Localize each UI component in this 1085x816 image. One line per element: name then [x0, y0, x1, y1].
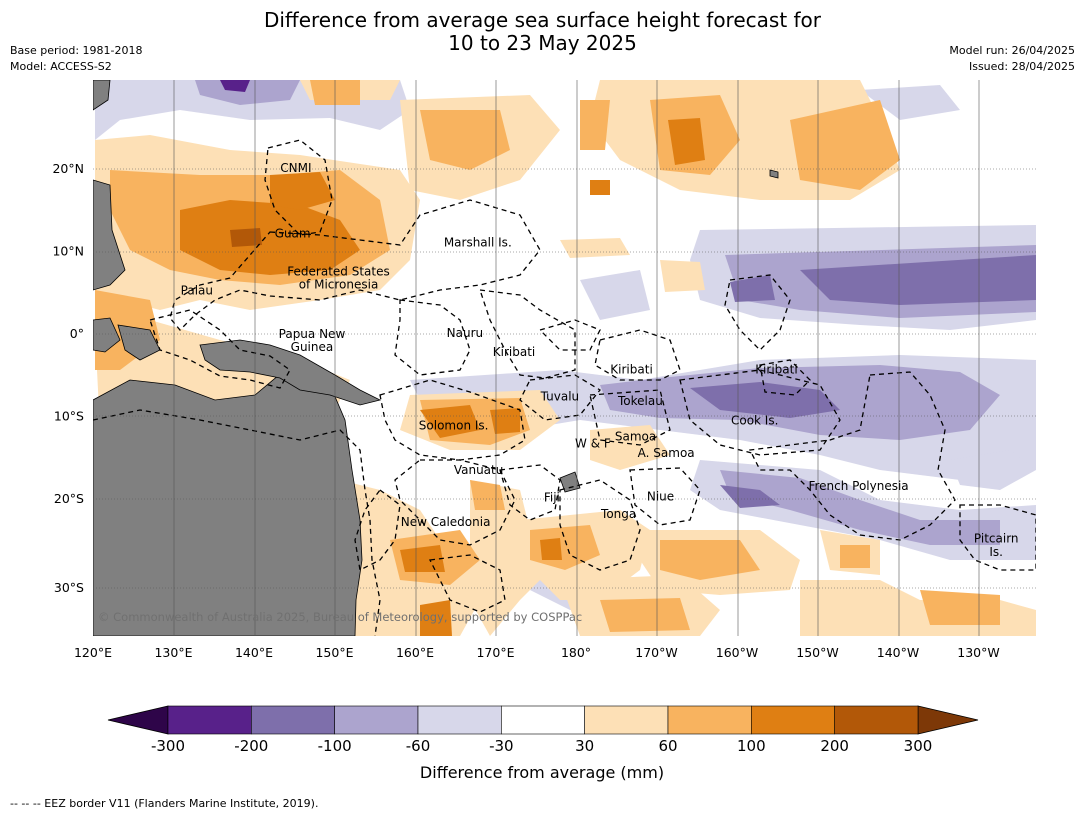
colorbar-tick-label: 300: [904, 737, 933, 755]
place-label: A. Samoa: [638, 446, 695, 460]
lon-tick-label: 140°E: [235, 645, 273, 660]
lat-tick-label: 30°S: [54, 580, 84, 595]
place-label: Vanuatu: [454, 463, 504, 477]
place-label: Samoa: [615, 429, 656, 443]
place-label: Papua New: [279, 327, 346, 341]
copyright-notice: © Commonwealth of Australia 2025, Bureau…: [98, 610, 582, 624]
place-label: Marshall Is.: [444, 235, 512, 249]
place-label: Cook Is.: [731, 414, 778, 428]
place-label: Pitcairn: [974, 532, 1019, 546]
place-label: Kiribati: [755, 362, 797, 376]
colorbar-title: Difference from average (mm): [420, 763, 664, 782]
lat-tick-label: 0°: [70, 326, 84, 341]
place-label: Guam: [275, 226, 311, 240]
hawaii-landmass: [769, 169, 779, 179]
eez-footnote: -- -- -- EEZ border V11 (Flanders Marine…: [10, 797, 319, 810]
lat-tick-label: 20°S: [54, 491, 84, 506]
colorbar-tick-label: 200: [820, 737, 849, 755]
base-period-text: Base period: 1981-2018: [10, 44, 143, 57]
colorbar-tick-label: -100: [318, 737, 352, 755]
lat-tick-label: 10°N: [52, 244, 84, 259]
colorbar-segment: [501, 705, 585, 735]
place-label: Solomon Is.: [419, 419, 489, 433]
lon-tick-label: 180°: [561, 645, 591, 660]
longitude-axis-labels: 120°E 130°E 140°E 150°E 160°E 170°E 180° 170°W 1…: [74, 645, 1000, 660]
map-title-line-1: Difference from average sea surface heig…: [263, 8, 822, 32]
place-label: Fiji: [544, 490, 560, 504]
meta-left: Base period: 1981-2018 Model: ACCESS-S2: [10, 43, 142, 75]
borneo-landmass: [93, 317, 121, 353]
eez-borders: [93, 139, 1036, 636]
lon-tick-label: 130°W: [957, 645, 999, 660]
colorbar-segment: [417, 705, 502, 735]
meridian-gridlines: [173, 80, 980, 636]
place-label: French Polynesia: [808, 479, 908, 493]
issued-text: Issued: 28/04/2025: [968, 60, 1075, 73]
colorbar-segment: [584, 705, 669, 735]
colorbar-over-arrow: [917, 705, 979, 735]
place-label: Kiribati: [493, 345, 535, 359]
lon-tick-label: 120°E: [74, 645, 112, 660]
meta-right: Model run: 26/04/2025 Issued: 28/04/2025: [949, 43, 1075, 75]
place-label: W & F: [575, 437, 611, 451]
lat-tick-label: 10°S: [54, 409, 84, 424]
lat-tick-label: 20°N: [52, 161, 84, 176]
colorbar-tick-label: -60: [406, 737, 431, 755]
parallel-gridlines: [93, 168, 1036, 589]
place-label: Tokelau: [617, 394, 663, 408]
place-label: Nauru: [447, 326, 483, 340]
colorbar-segment: [251, 705, 335, 735]
place-label: Guinea: [291, 340, 334, 354]
place-label: Palau: [181, 283, 213, 297]
colorbar-segment: [751, 705, 835, 735]
colorbar-segment: [167, 705, 252, 735]
colorbar-tick-label: -300: [151, 737, 185, 755]
map-title-line-2: 10 to 23 May 2025: [448, 31, 637, 55]
latitude-axis-labels: 20°N 10°N 0° 10°S 20°S 30°S: [52, 161, 84, 595]
australia-landmass: [93, 369, 363, 636]
place-label: CNMI: [280, 161, 311, 175]
place-label: New Caledonia: [401, 515, 491, 529]
place-label: Tuvalu: [540, 390, 580, 404]
lon-tick-label: 150°W: [796, 645, 838, 660]
colorbar-tick-label: -200: [234, 737, 268, 755]
place-label: Niue: [647, 490, 674, 504]
model-run-text: Model run: 26/04/2025: [949, 44, 1075, 57]
place-label: of Micronesia: [299, 278, 379, 292]
colorbar-segment: [334, 705, 419, 735]
sulawesi-landmass: [117, 324, 161, 361]
place-label: Is.: [989, 545, 1003, 559]
place-label: Kiribati: [610, 362, 652, 376]
lon-tick-label: 170°W: [635, 645, 677, 660]
colorbar-tick-label: -30: [489, 737, 514, 755]
colorbar-segment: [834, 705, 919, 735]
lon-tick-label: 150°E: [315, 645, 353, 660]
colorbar-segment: [667, 705, 752, 735]
place-label: Federated States: [287, 264, 389, 278]
fiji-landmass: [559, 471, 581, 493]
colorbar: -300 -200 -100 -60 -30 30 60 100 200 300: [107, 705, 979, 755]
taiwan-landmass: [93, 80, 111, 111]
place-label: Tonga: [600, 507, 636, 521]
lon-tick-label: 130°E: [154, 645, 192, 660]
philippines-landmass: [93, 179, 126, 291]
colorbar-tick-label: 60: [658, 737, 677, 755]
lon-tick-label: 160°W: [716, 645, 758, 660]
lon-tick-label: 170°E: [476, 645, 514, 660]
colorbar-tick-label: 100: [737, 737, 766, 755]
colorbar-tick-label: 30: [575, 737, 594, 755]
lon-tick-label: 160°E: [396, 645, 434, 660]
colorbar-under-arrow: [107, 705, 169, 735]
lon-tick-label: 140°W: [877, 645, 919, 660]
model-text: Model: ACCESS-S2: [10, 60, 112, 73]
